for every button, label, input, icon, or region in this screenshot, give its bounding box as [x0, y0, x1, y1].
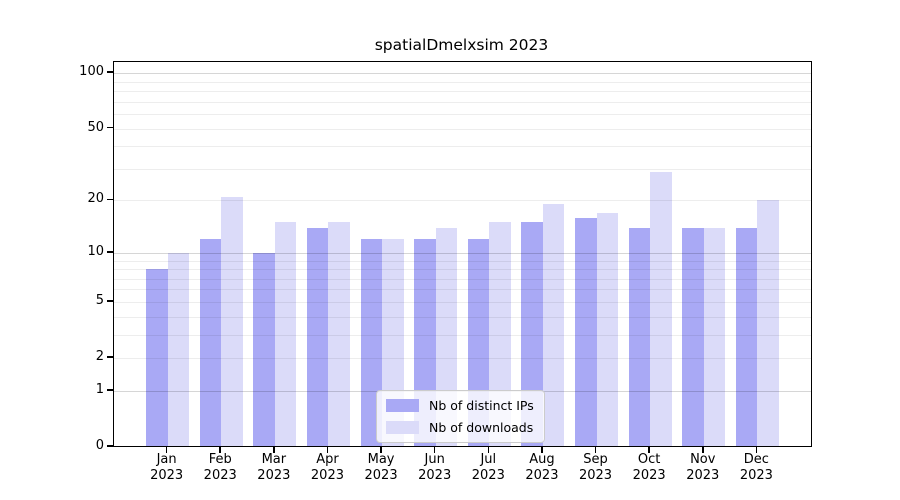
- gridline-y-6: [114, 289, 811, 291]
- gridline-y-90: [114, 81, 811, 83]
- x-tick-mark-jun: [433, 446, 436, 453]
- y-tick-mark-1: [107, 389, 113, 391]
- bar-dec-distinct-ips: [735, 227, 758, 446]
- gridline-y-10: [114, 252, 811, 254]
- x-tick-label-apr: Apr 2023: [310, 452, 344, 484]
- bar-apr-downloads: [328, 222, 350, 446]
- legend-item-downloads: Nb of downloads: [386, 420, 534, 435]
- gridline-y-9: [114, 260, 811, 262]
- x-tick-label-jul: Jul 2023: [471, 452, 505, 484]
- gridline-y-40: [114, 146, 811, 148]
- y-tick-mark-20: [107, 198, 113, 201]
- x-tick-label-aug: Aug 2023: [525, 452, 559, 484]
- y-tick-mark-100: [107, 71, 113, 73]
- x-tick-label-jan: Jan 2023: [150, 452, 184, 484]
- legend-label-distinct-ips: Nb of distinct IPs: [429, 398, 534, 413]
- gridline-y-20: [114, 200, 811, 202]
- x-tick-label-dec: Dec 2023: [739, 452, 773, 484]
- gridline-y-2: [114, 358, 811, 360]
- bar-oct-downloads: [650, 171, 672, 446]
- y-tick-mark-2: [107, 356, 113, 358]
- x-tick-mark-apr: [326, 446, 329, 453]
- gridline-y-60: [114, 114, 811, 116]
- y-tick-label-50: 50: [87, 119, 104, 135]
- gridline-y-5: [114, 301, 811, 303]
- legend: Nb of distinct IPs Nb of downloads: [376, 390, 545, 443]
- x-tick-label-jun: Jun 2023: [418, 452, 452, 484]
- bar-dec-downloads: [757, 200, 779, 446]
- bar-feb-distinct-ips: [199, 239, 222, 446]
- x-tick-label-may: May 2023: [364, 452, 398, 484]
- bar-oct-distinct-ips: [628, 227, 651, 446]
- x-tick-mark-jul: [487, 446, 490, 453]
- x-tick-label-sep: Sep 2023: [578, 452, 613, 484]
- gridline-y-8: [114, 269, 811, 271]
- y-tick-label-1: 1: [95, 381, 104, 397]
- y-tick-label-0: 0: [95, 438, 104, 453]
- bar-nov-downloads: [703, 227, 726, 446]
- x-tick-label-oct: Oct 2023: [632, 452, 666, 484]
- y-tick-mark-50: [107, 126, 113, 129]
- bar-jan-distinct-ips: [146, 269, 168, 446]
- y-tick-label-2: 2: [95, 349, 104, 365]
- y-tick-mark-10: [107, 250, 113, 253]
- bar-sep-distinct-ips: [575, 217, 597, 446]
- bar-feb-downloads: [221, 196, 243, 446]
- bar-mar-distinct-ips: [253, 252, 275, 446]
- x-tick-label-mar: Mar 2023: [257, 452, 291, 484]
- y-tick-label-20: 20: [87, 191, 104, 207]
- x-tick-mark-sep: [594, 446, 597, 453]
- gridline-y-4: [114, 316, 811, 318]
- x-tick-label-nov: Nov 2023: [686, 452, 720, 484]
- gridline-y-70: [114, 101, 811, 103]
- y-tick-mark-5: [107, 300, 113, 302]
- x-tick-mark-dec: [755, 446, 758, 453]
- downloads-swatch-icon: [386, 421, 419, 434]
- x-tick-label-feb: Feb 2023: [203, 452, 237, 484]
- y-tick-label-100: 100: [79, 64, 104, 80]
- y-tick-label-10: 10: [87, 243, 104, 259]
- x-tick-mark-nov: [701, 446, 704, 453]
- x-tick-mark-aug: [541, 446, 543, 453]
- x-tick-mark-feb: [219, 446, 222, 453]
- legend-label-downloads: Nb of downloads: [429, 420, 534, 435]
- gridline-y-100: [114, 73, 811, 75]
- chart-title: spatialDmelxsim 2023: [374, 36, 549, 54]
- x-tick-mark-jan: [165, 446, 168, 453]
- bar-nov-distinct-ips: [682, 227, 704, 446]
- bar-sep-downloads: [596, 212, 618, 446]
- legend-item-distinct-ips: Nb of distinct IPs: [386, 398, 534, 413]
- bar-mar-downloads: [274, 222, 297, 446]
- x-tick-mark-mar: [273, 446, 275, 453]
- x-tick-mark-may: [380, 446, 382, 453]
- y-tick-mark-0: [107, 445, 113, 447]
- gridline-y-7: [114, 278, 811, 280]
- x-tick-mark-oct: [648, 446, 650, 453]
- bar-aug-downloads: [542, 204, 565, 446]
- gridline-y-50: [114, 128, 811, 130]
- y-tick-label-5: 5: [95, 292, 104, 308]
- gridline-y-3: [114, 334, 811, 336]
- gridline-y-80: [114, 91, 811, 93]
- bar-jan-downloads: [167, 252, 190, 446]
- gridline-y-30: [114, 168, 811, 170]
- distinct-ips-swatch-icon: [386, 399, 419, 412]
- bar-apr-distinct-ips: [307, 227, 329, 446]
